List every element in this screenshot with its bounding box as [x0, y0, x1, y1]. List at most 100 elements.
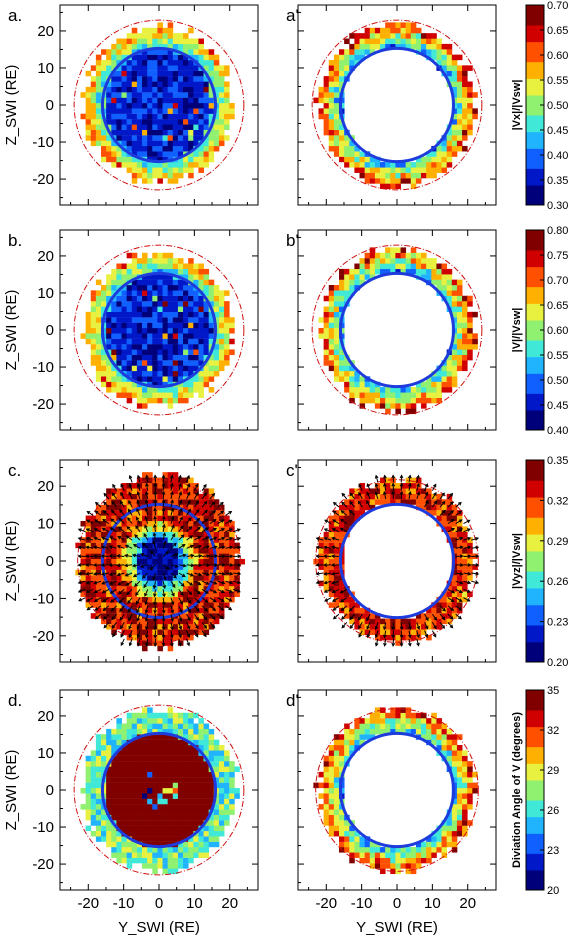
heatmap-cell	[121, 365, 128, 372]
heatmap-cell	[198, 575, 204, 581]
heatmap-cell	[369, 499, 376, 505]
flow-arrow	[233, 572, 241, 575]
heatmap-cell	[142, 151, 148, 157]
arrow-head	[459, 545, 464, 550]
flow-arrow	[201, 588, 209, 594]
heatmap-cell	[467, 338, 473, 345]
heatmap-cell	[142, 586, 148, 592]
heatmap-cell	[126, 618, 133, 625]
heatmap-cell	[446, 60, 453, 66]
colorbar-tick-label: 0.45	[547, 400, 568, 412]
heatmap-cell	[395, 162, 401, 168]
heatmap-cell	[147, 397, 153, 404]
heatmap-cell	[369, 27, 376, 34]
colorbar-segment	[526, 480, 544, 485]
heatmap-cell	[147, 564, 153, 570]
heatmap-cell	[203, 370, 210, 377]
arrow-head	[124, 553, 129, 558]
heatmap-cell	[410, 488, 417, 494]
heatmap-cell	[157, 381, 163, 388]
heatmap-cell	[90, 108, 97, 114]
heatmap-cell	[198, 381, 204, 388]
heatmap-cell	[111, 830, 117, 837]
heatmap-cell	[193, 338, 199, 345]
flow-arrow	[170, 589, 175, 597]
arrow-head	[152, 532, 157, 537]
heatmap-cell	[193, 580, 199, 587]
flow-arrow	[341, 605, 348, 611]
heatmap-cell	[339, 591, 345, 598]
heatmap-cell	[456, 113, 463, 120]
heatmap-cell	[157, 38, 163, 45]
heatmap-cell	[147, 586, 153, 592]
heatmap-cell	[369, 493, 376, 500]
magnetopause-circle	[338, 271, 456, 389]
heatmap-cell	[354, 370, 360, 377]
heatmap-cell	[111, 119, 117, 125]
heatmap-cell	[354, 392, 360, 398]
colorbar-segment	[526, 571, 544, 575]
heatmap-cell	[328, 575, 335, 581]
heatmap-cell	[167, 618, 174, 625]
arrow-head	[126, 526, 131, 530]
heatmap-cell	[193, 38, 199, 45]
heatmap-cell	[121, 499, 128, 505]
heatmap-cell	[162, 290, 169, 296]
heatmap-cell	[85, 124, 92, 130]
heatmap-cell	[152, 354, 158, 361]
flow-arrow	[102, 527, 110, 533]
heatmap-cell	[218, 135, 225, 141]
flow-arrow	[136, 500, 141, 508]
flow-arrow	[400, 638, 403, 646]
heatmap-cell	[131, 60, 138, 66]
flow-arrow	[86, 588, 94, 593]
arrow-head	[132, 543, 137, 548]
heatmap-cell	[147, 108, 153, 114]
heatmap-cell	[136, 317, 143, 323]
heatmap-cell	[193, 65, 199, 71]
arrow-head	[145, 642, 149, 647]
heatmap-cell	[426, 618, 432, 625]
heatmap-cell	[152, 135, 158, 141]
heatmap-cell	[328, 306, 335, 313]
heatmap-cell	[142, 27, 148, 34]
heatmap-cell	[218, 65, 225, 71]
heatmap-cell	[147, 349, 153, 355]
heatmap-cell	[162, 504, 169, 511]
heatmap-cell	[467, 86, 473, 93]
heatmap-cell	[126, 558, 133, 565]
arrow-head	[144, 491, 149, 495]
flow-arrow	[154, 500, 156, 508]
arrow-head	[196, 599, 201, 604]
heatmap-cell	[157, 365, 163, 372]
heatmap-cell	[395, 258, 401, 264]
flow-arrow	[178, 622, 182, 630]
heatmap-cell	[359, 49, 366, 55]
flow-arrow	[186, 572, 194, 577]
flow-arrow	[94, 528, 102, 533]
heatmap-cell	[193, 102, 199, 109]
heatmap-cell	[131, 349, 138, 355]
panel-a2: a'0.300.350.400.450.500.550.600.650.70|V…	[286, 0, 568, 212]
heatmap-cell	[142, 645, 148, 652]
heatmap-cell	[441, 381, 448, 388]
heatmap-cell	[131, 569, 138, 576]
heatmap-cell	[328, 602, 335, 608]
arrow-head	[179, 525, 184, 530]
heatmap-cell	[451, 548, 458, 554]
heatmap-cell	[198, 338, 204, 345]
heatmap-cell	[188, 847, 194, 853]
heatmap-cell	[333, 564, 340, 570]
heatmap-cell	[157, 787, 163, 794]
heatmap-cell	[183, 504, 189, 511]
heatmap-cell	[136, 809, 143, 815]
heatmap-cell	[354, 488, 360, 494]
arrow-head	[108, 545, 113, 549]
heatmap-cell	[451, 381, 458, 388]
heatmap-cell	[415, 162, 422, 168]
heatmap-cell	[328, 86, 335, 93]
heatmap-cell	[369, 156, 376, 163]
arrow-head	[170, 482, 174, 487]
heatmap-cell	[147, 607, 153, 614]
heatmap-cell	[136, 70, 143, 77]
